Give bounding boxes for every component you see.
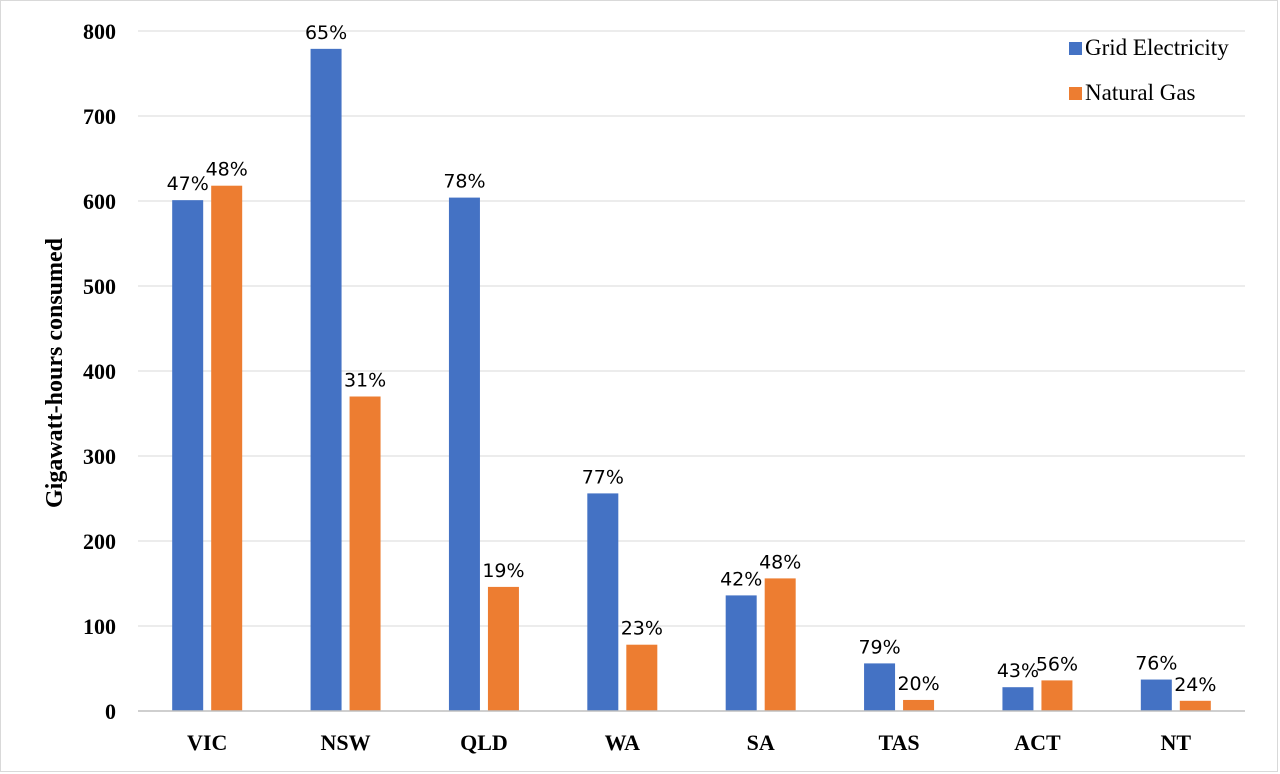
data-label: 48% <box>759 551 801 573</box>
data-label: 42% <box>720 568 762 590</box>
y-tick-label: 800 <box>83 19 116 44</box>
bar-grid-electricity-nsw <box>310 48 342 712</box>
x-tick-label: WA <box>605 730 641 755</box>
y-tick-label: 0 <box>105 699 116 724</box>
bar-grid-electricity-act <box>1002 687 1034 711</box>
x-tick-label: SA <box>747 730 775 755</box>
x-tick-label: TAS <box>878 730 919 755</box>
y-axis-label: Gigawatt-hours consumed <box>42 237 68 508</box>
x-tick-label: VIC <box>187 730 227 755</box>
bar-natural-gas-sa <box>764 578 796 711</box>
bar-grid-electricity-nt <box>1140 679 1172 711</box>
y-tick-label: 600 <box>83 189 116 214</box>
bar-natural-gas-wa <box>626 644 658 711</box>
legend-label: Grid Electricity <box>1085 35 1229 60</box>
bar-grid-electricity-sa <box>725 595 757 711</box>
y-tick-label: 500 <box>83 274 116 299</box>
y-tick-label: 700 <box>83 104 116 129</box>
data-label: 20% <box>897 673 939 695</box>
legend-label: Natural Gas <box>1085 80 1196 105</box>
x-tick-label: QLD <box>460 730 508 755</box>
x-tick-label: NT <box>1161 730 1192 755</box>
data-label: 24% <box>1174 674 1216 696</box>
bar-grid-electricity-wa <box>587 493 619 711</box>
bar-natural-gas-nsw <box>349 396 381 711</box>
y-axis-ticks: 0 100 200 300 400 500 600 700 800 <box>83 19 116 724</box>
bar-natural-gas-qld <box>487 586 519 711</box>
data-label: 43% <box>997 660 1039 682</box>
bar-grid-electricity-tas <box>864 663 896 711</box>
legend-swatch <box>1069 42 1082 55</box>
x-tick-label: ACT <box>1014 730 1061 755</box>
legend: Grid Electricity Natural Gas <box>1069 35 1229 105</box>
bar-natural-gas-act <box>1041 680 1073 711</box>
bar-natural-gas-tas <box>903 699 935 711</box>
data-labels: 47%48%65%31%78%19%77%23%42%48%79%20%43%5… <box>167 22 1217 696</box>
bar-natural-gas-nt <box>1179 700 1211 711</box>
y-tick-label: 200 <box>83 529 116 554</box>
y-tick-label: 400 <box>83 359 116 384</box>
data-label: 77% <box>582 466 624 488</box>
data-label: 19% <box>482 560 524 582</box>
x-tick-label: NSW <box>321 730 371 755</box>
bar-grid-electricity-vic <box>172 200 204 711</box>
data-label: 79% <box>858 636 900 658</box>
y-tick-label: 100 <box>83 614 116 639</box>
data-label: 47% <box>167 173 209 195</box>
y-tick-label: 300 <box>83 444 116 469</box>
legend-swatch <box>1069 87 1082 100</box>
data-label: 48% <box>206 159 248 181</box>
data-label: 78% <box>443 171 485 193</box>
bars <box>172 48 1211 712</box>
x-axis-ticks: VIC NSW QLD WA SA TAS ACT NT <box>187 730 1191 755</box>
data-label: 56% <box>1036 653 1078 675</box>
bar-natural-gas-vic <box>211 185 243 711</box>
data-label: 23% <box>621 618 663 640</box>
gridlines <box>138 30 1245 627</box>
data-label: 31% <box>344 370 386 392</box>
data-label: 76% <box>1135 653 1177 675</box>
bar-grid-electricity-qld <box>448 197 480 712</box>
data-label: 65% <box>305 22 347 44</box>
